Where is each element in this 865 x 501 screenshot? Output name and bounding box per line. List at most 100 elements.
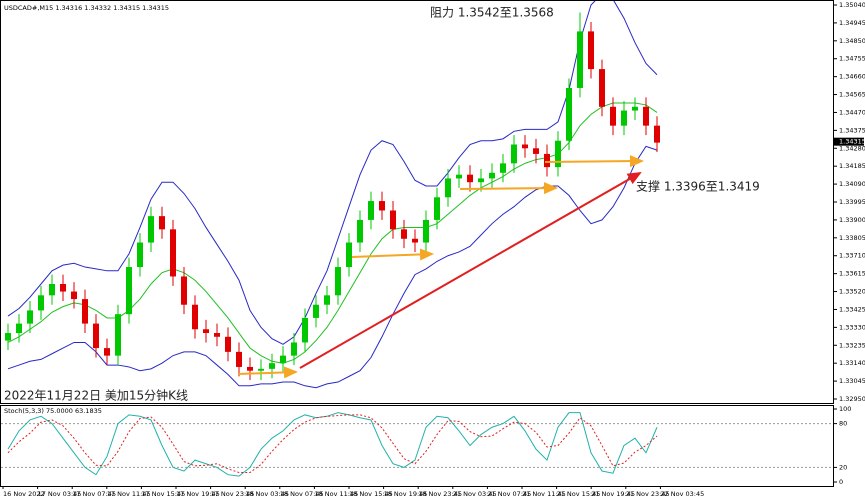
candle-body [412,238,418,243]
candle-body [478,178,484,183]
candle-body [324,295,330,305]
candle-body [93,323,99,349]
candle-body [357,219,363,243]
candle-body [16,323,22,334]
resistance-note: 阻力 1.3542至1.3568 [430,6,554,20]
candle-body [346,242,352,268]
x-tick-label: 18 Nov 19:45 [384,490,428,498]
candle-body [423,219,429,243]
stoch-tick-label: 80 [839,420,847,428]
x-tick-label: 18 Nov 03:45 [245,490,289,498]
candle-body [445,178,451,198]
x-tick-label: 16 Nov 2022 [3,490,45,498]
candle-body [38,295,44,311]
x-tick-label: 17 Nov 07:45 [72,490,116,498]
candle-body [456,174,462,179]
candle-body [5,333,11,341]
y-tick-label: 1.33330 [839,323,865,331]
x-tick-label: 21 Nov 23:45 [626,490,670,498]
candle-body [137,242,143,268]
candle-body [60,284,66,292]
support-note: 支撑 1.3396至1.3419 [636,179,760,194]
x-tick-label: 21 Nov 11:45 [522,490,566,498]
candle-body [555,140,561,168]
band-upper [7,1,658,345]
price-label: 1.34315 [839,138,865,146]
candle-body [390,210,396,230]
y-tick-label: 1.34185 [839,162,865,170]
support-arrow [544,155,644,168]
candle-body [467,174,473,183]
y-tick-label: 1.32950 [839,395,865,403]
candle-body [335,267,341,296]
candle-body [115,314,121,356]
y-tick-label: 1.34945 [839,19,865,27]
chart-title: USDCAD#,M15 1.34316 1.34332 1.34315 1.34… [4,4,169,12]
y-tick-label: 1.33235 [839,341,865,349]
candle-body [159,216,165,230]
x-tick-label: 21 Nov 03:45 [453,490,497,498]
candle-body [181,276,187,305]
chart-caption: 2022年11月22日 美加15分钟K线 [4,388,188,403]
stoch-main [7,412,658,477]
y-tick-label: 1.35040 [839,1,865,9]
candle-body [599,69,605,107]
y-tick-label: 1.33710 [839,252,865,260]
x-tick-label: 21 Nov 15:45 [557,490,601,498]
candle-body [566,87,572,141]
candle-body [368,201,374,220]
y-tick-label: 1.34280 [839,144,865,152]
candle-body [203,329,209,334]
candle-body [170,229,176,277]
candle-body [577,31,583,88]
support-arrow [351,248,434,261]
x-tick-label: 17 Nov 03:45 [38,490,82,498]
trend-arrow [299,172,642,369]
y-tick-label: 1.33805 [839,234,865,242]
drawings [237,155,644,379]
candle-body [225,336,231,352]
x-tick-label: 17 Nov 19:45 [176,490,220,498]
candle-body [544,153,550,168]
candle-body [522,144,528,149]
candle-body [489,172,495,179]
stoch-tick-label: 100 [839,405,851,413]
x-tick-label: 21 Nov 07:45 [487,490,531,498]
y-tick-label: 1.33425 [839,305,865,313]
x-tick-label: 18 Nov 15:45 [349,490,393,498]
candle-body [49,284,55,296]
candle-body [313,304,319,318]
candle-body [291,342,297,356]
candle-body [533,148,539,154]
candle-body [434,197,440,220]
x-tick-label: 18 Nov 23:45 [418,490,462,498]
candle-body [621,110,627,126]
y-tick-label: 1.33900 [839,216,865,224]
candle-body [500,163,506,173]
stoch-title: Stoch(5,3,3) 75.0000 63.1835 [4,407,102,415]
support-arrow [237,366,298,379]
x-tick-label: 18 Nov 07:45 [280,490,324,498]
price-marker [834,137,864,146]
y-tick-label: 1.34470 [839,108,865,116]
stoch-tick-label: 20 [839,463,847,471]
y-tick-label: 1.33520 [839,288,865,296]
candle-body [280,355,286,364]
y-tick-label: 1.34375 [839,126,865,134]
candle-body [302,317,308,343]
candle-body [269,363,275,369]
y-tick-label: 1.33140 [839,359,865,367]
candle-body [632,106,638,111]
x-tick-label: 17 Nov 23:45 [211,490,255,498]
main-panel [0,0,834,404]
candle-body [588,31,594,70]
y-tick-label: 1.33995 [839,198,865,206]
y-tick-label: 1.34755 [839,55,865,63]
candle-body [104,348,110,356]
y-tick-label: 1.34565 [839,91,865,99]
candle-body [192,304,198,330]
main-plot [5,1,660,389]
candle-body [148,216,154,243]
